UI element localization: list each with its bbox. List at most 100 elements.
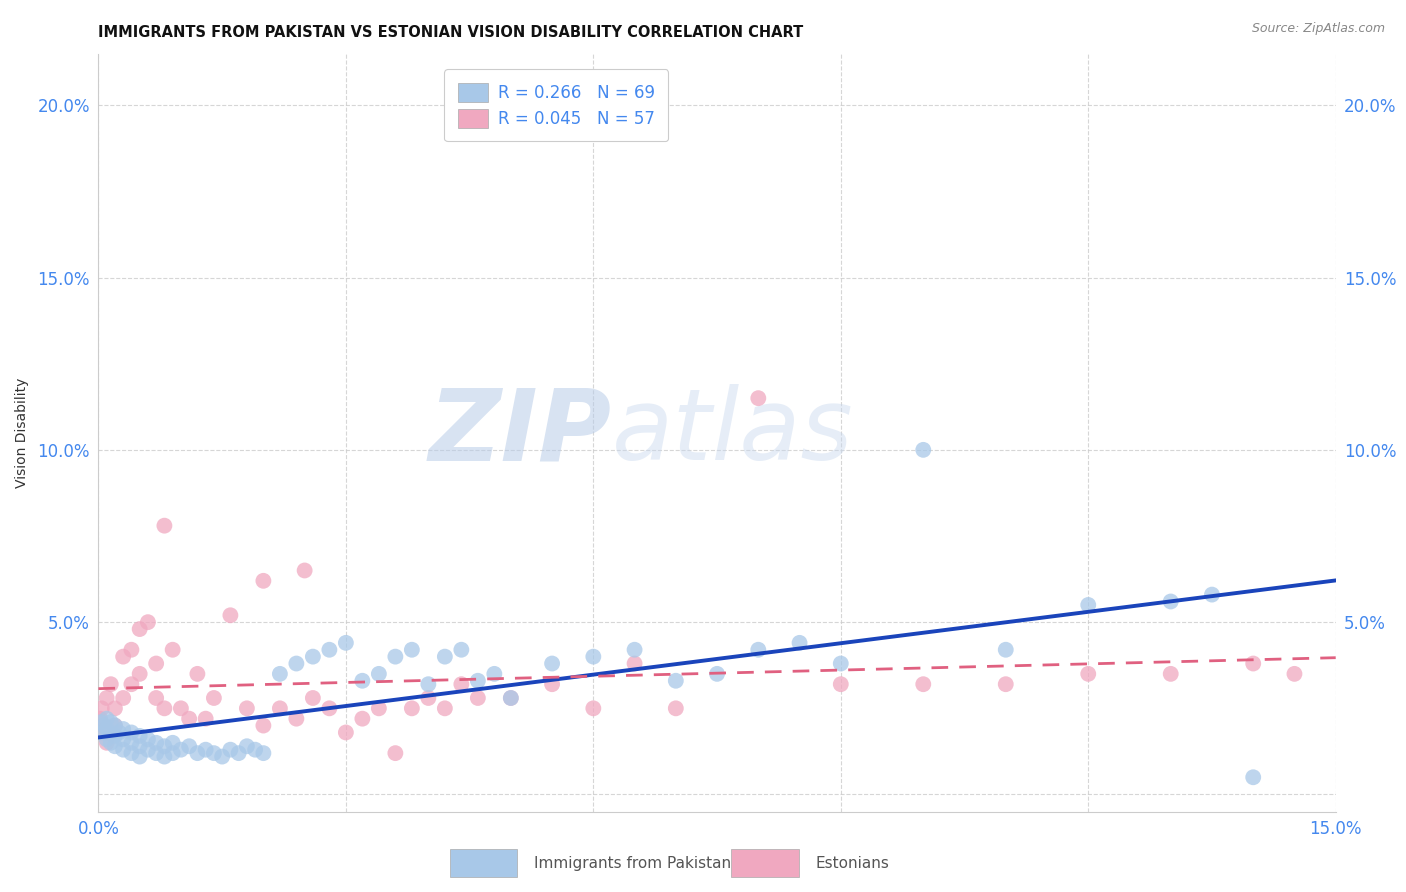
Point — [96, 712, 118, 726]
Point — [450, 677, 472, 691]
Point — [112, 649, 135, 664]
Point — [541, 677, 564, 691]
Point — [467, 690, 489, 705]
Point — [112, 722, 135, 736]
Point — [269, 701, 291, 715]
Point — [145, 746, 167, 760]
Point — [90, 715, 112, 730]
Point — [384, 649, 406, 664]
Point — [318, 701, 340, 715]
Point — [104, 718, 127, 732]
Point — [89, 712, 111, 726]
Point — [541, 657, 564, 671]
Point — [96, 722, 118, 736]
Point — [186, 746, 208, 760]
Point — [830, 657, 852, 671]
Point — [830, 677, 852, 691]
Point — [112, 742, 135, 756]
Point — [1160, 666, 1182, 681]
Point — [145, 690, 167, 705]
Point — [170, 742, 193, 756]
Point — [335, 636, 357, 650]
Point — [994, 642, 1017, 657]
Point — [1241, 770, 1264, 784]
Point — [665, 673, 688, 688]
Point — [104, 701, 127, 715]
Point — [665, 701, 688, 715]
Point — [243, 742, 266, 756]
Point — [236, 701, 259, 715]
Point — [145, 657, 167, 671]
Point — [418, 677, 440, 691]
Point — [136, 732, 159, 747]
Point — [179, 739, 201, 754]
Point — [269, 666, 291, 681]
Point — [194, 712, 217, 726]
Point — [136, 615, 159, 630]
Point — [252, 574, 274, 588]
Point — [747, 642, 769, 657]
Point — [202, 746, 225, 760]
Point — [1160, 594, 1182, 608]
Point — [1241, 657, 1264, 671]
Text: Source: ZipAtlas.com: Source: ZipAtlas.com — [1251, 22, 1385, 36]
Point — [1077, 666, 1099, 681]
Point — [108, 725, 131, 739]
Point — [128, 739, 150, 754]
Point — [186, 666, 208, 681]
Point — [93, 718, 115, 732]
Point — [1284, 666, 1306, 681]
Point — [228, 746, 250, 760]
Point — [96, 690, 118, 705]
Point — [623, 657, 645, 671]
Point — [499, 690, 522, 705]
Point — [252, 746, 274, 760]
Point — [100, 715, 122, 730]
Point — [747, 391, 769, 405]
Point — [128, 622, 150, 636]
Point — [128, 729, 150, 743]
Point — [1201, 588, 1223, 602]
Point — [104, 729, 127, 743]
FancyBboxPatch shape — [731, 849, 799, 877]
Point — [96, 736, 118, 750]
Point — [153, 739, 176, 754]
Text: atlas: atlas — [612, 384, 853, 481]
Point — [93, 718, 115, 732]
Point — [367, 701, 389, 715]
Point — [433, 701, 456, 715]
Point — [120, 736, 142, 750]
Point — [467, 673, 489, 688]
Point — [789, 636, 811, 650]
Point — [202, 690, 225, 705]
Point — [294, 564, 316, 578]
Point — [153, 518, 176, 533]
Point — [128, 749, 150, 764]
Point — [994, 677, 1017, 691]
Point — [211, 749, 233, 764]
Point — [912, 677, 935, 691]
Point — [120, 725, 142, 739]
Point — [179, 712, 201, 726]
Point — [162, 642, 184, 657]
Point — [484, 666, 506, 681]
Point — [706, 666, 728, 681]
Point — [252, 718, 274, 732]
Point — [120, 746, 142, 760]
Point — [219, 608, 242, 623]
Point — [91, 725, 114, 739]
Point — [582, 649, 605, 664]
Point — [352, 673, 374, 688]
Point — [236, 739, 259, 754]
Point — [418, 690, 440, 705]
Point — [219, 742, 242, 756]
Point — [302, 690, 325, 705]
Point — [285, 712, 308, 726]
Point — [1077, 598, 1099, 612]
Point — [401, 642, 423, 657]
Point — [96, 725, 118, 739]
Point — [170, 701, 193, 715]
Point — [112, 732, 135, 747]
Point — [90, 701, 112, 715]
Point — [112, 690, 135, 705]
